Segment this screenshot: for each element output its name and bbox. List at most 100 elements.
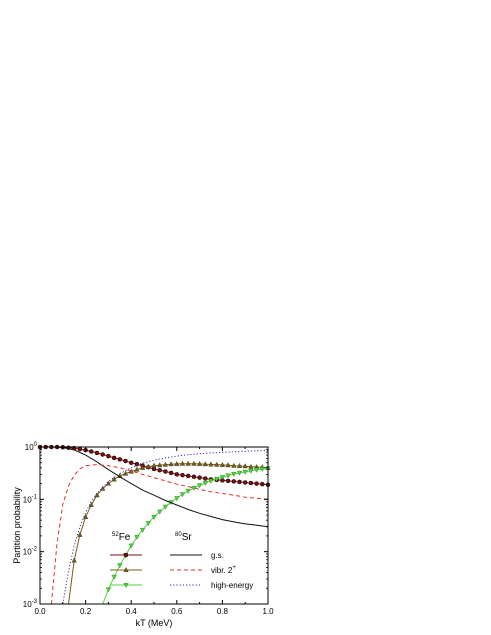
point-fe_vibr [157,462,163,468]
point-fe_high [242,469,248,475]
point-fe_high [231,471,237,477]
point-fe_high [225,473,231,479]
point-fe_high [202,481,208,486]
point-fe_high [219,475,226,481]
legend-header-fe: 52Fe [112,532,131,543]
point-fe_high [128,543,134,549]
y-tick-label: 10-1 [23,494,38,504]
point-fe_gs [157,467,162,473]
legend-header-fe-element: Fe [119,532,131,543]
tick-layer: 0.0 0.2 0.4 0.6 0.8 1.0 100 10-1 10-2 10-3 [23,442,274,616]
series-fe_vibr [68,460,271,605]
x-tick-label: 0.6 [171,607,183,616]
point-fe_high [139,527,146,533]
series-sr_vibr [50,464,269,605]
legend-label: high-energy [211,581,253,590]
point-fe_gs [106,453,111,459]
legend-rows: g.s. vibr. 2+ high-energy [110,551,253,590]
x-tick-label: 0.2 [80,607,92,616]
point-fe_high [145,521,151,527]
series-fe_high [102,466,271,605]
point-fe_vibr [134,466,140,472]
point-fe_high [174,496,180,502]
y-axis-label: Partition probability [12,487,22,564]
y-tick-label: 10-3 [23,599,38,609]
point-fe_high [236,470,243,476]
point-fe_vibr [236,462,243,468]
point-fe_high [105,587,112,593]
point-fe_vibr [145,463,151,469]
x-axis-label: kT (MeV) [136,618,173,628]
point-fe_gs [225,478,231,484]
point-fe_gs [231,479,237,484]
point-fe_high [151,514,157,520]
point-fe_vibr [162,461,169,467]
point-fe_vibr [179,460,186,466]
point-fe_vibr [242,463,248,469]
point-fe_gs [128,460,134,466]
point-fe_gs [168,470,174,476]
point-fe_high [157,509,163,515]
point-fe_gs [174,472,180,477]
legend-row: high-energy [110,581,253,590]
point-fe_high [111,574,117,580]
point-fe_vibr [122,470,129,476]
series-line-sr_vibr [50,464,269,605]
legend-header-sr-element: Sr [182,532,193,543]
point-fe_vibr [191,460,197,466]
series-fe_gs [37,444,271,487]
point-fe_gs [260,481,265,487]
point-fe_vibr [208,461,214,467]
series-sr_high [62,449,269,605]
point-fe_gs [185,473,191,479]
x-tick-label: 0.8 [217,607,229,616]
point-fe_high [214,476,220,482]
point-fe_vibr [71,557,77,563]
point-fe_vibr [139,464,146,470]
point-fe_gs [163,469,168,474]
point-fe_gs [248,480,254,486]
point-fe_vibr [202,461,208,467]
point-fe_gs [134,461,140,467]
point-fe_gs [111,455,117,461]
point-fe_vibr [185,460,191,466]
legend-header-sr-mass: 80 [175,532,182,538]
point-fe_vibr [105,480,112,486]
legend-marker-fe_vibr [123,567,129,572]
series-sr_gs [40,446,269,528]
point-fe_high [253,467,260,473]
legend: 52Fe 80Sr g.s. vibr. 2+ high-energy [110,532,253,590]
point-fe_high [162,504,169,510]
point-fe_high [134,535,140,541]
point-fe_vibr [231,462,237,468]
point-fe_vibr [168,461,174,467]
point-fe_gs [77,446,83,452]
point-fe_high [179,492,186,498]
point-fe_gs [180,472,185,478]
x-tick-label: 0.4 [126,607,138,616]
series-layer [37,444,271,605]
point-fe_gs [191,474,197,480]
point-fe_vibr [214,461,220,467]
point-fe_gs [117,457,123,462]
point-fe_gs [94,450,100,456]
point-fe_gs [237,479,242,485]
point-fe_vibr [111,476,117,482]
legend-header-fe-mass: 52 [112,532,119,538]
point-fe_vibr [174,460,180,466]
point-fe_vibr [100,485,106,491]
point-fe_high [196,483,203,489]
point-fe_vibr [196,460,203,466]
legend-label: g.s. [211,551,224,560]
point-fe_vibr [219,461,226,467]
x-tick-label: 0.0 [34,607,46,616]
legend-marker-fe_high [123,583,129,588]
point-fe_gs [203,476,208,481]
point-fe_gs [242,480,248,485]
y-tick-label: 10-2 [23,547,38,557]
series-line-sr_high [62,449,269,605]
legend-marker-fe_gs [123,552,129,558]
legend-row: vibr. 2+ [110,565,236,575]
legend-label: vibr. 2+ [211,565,236,575]
